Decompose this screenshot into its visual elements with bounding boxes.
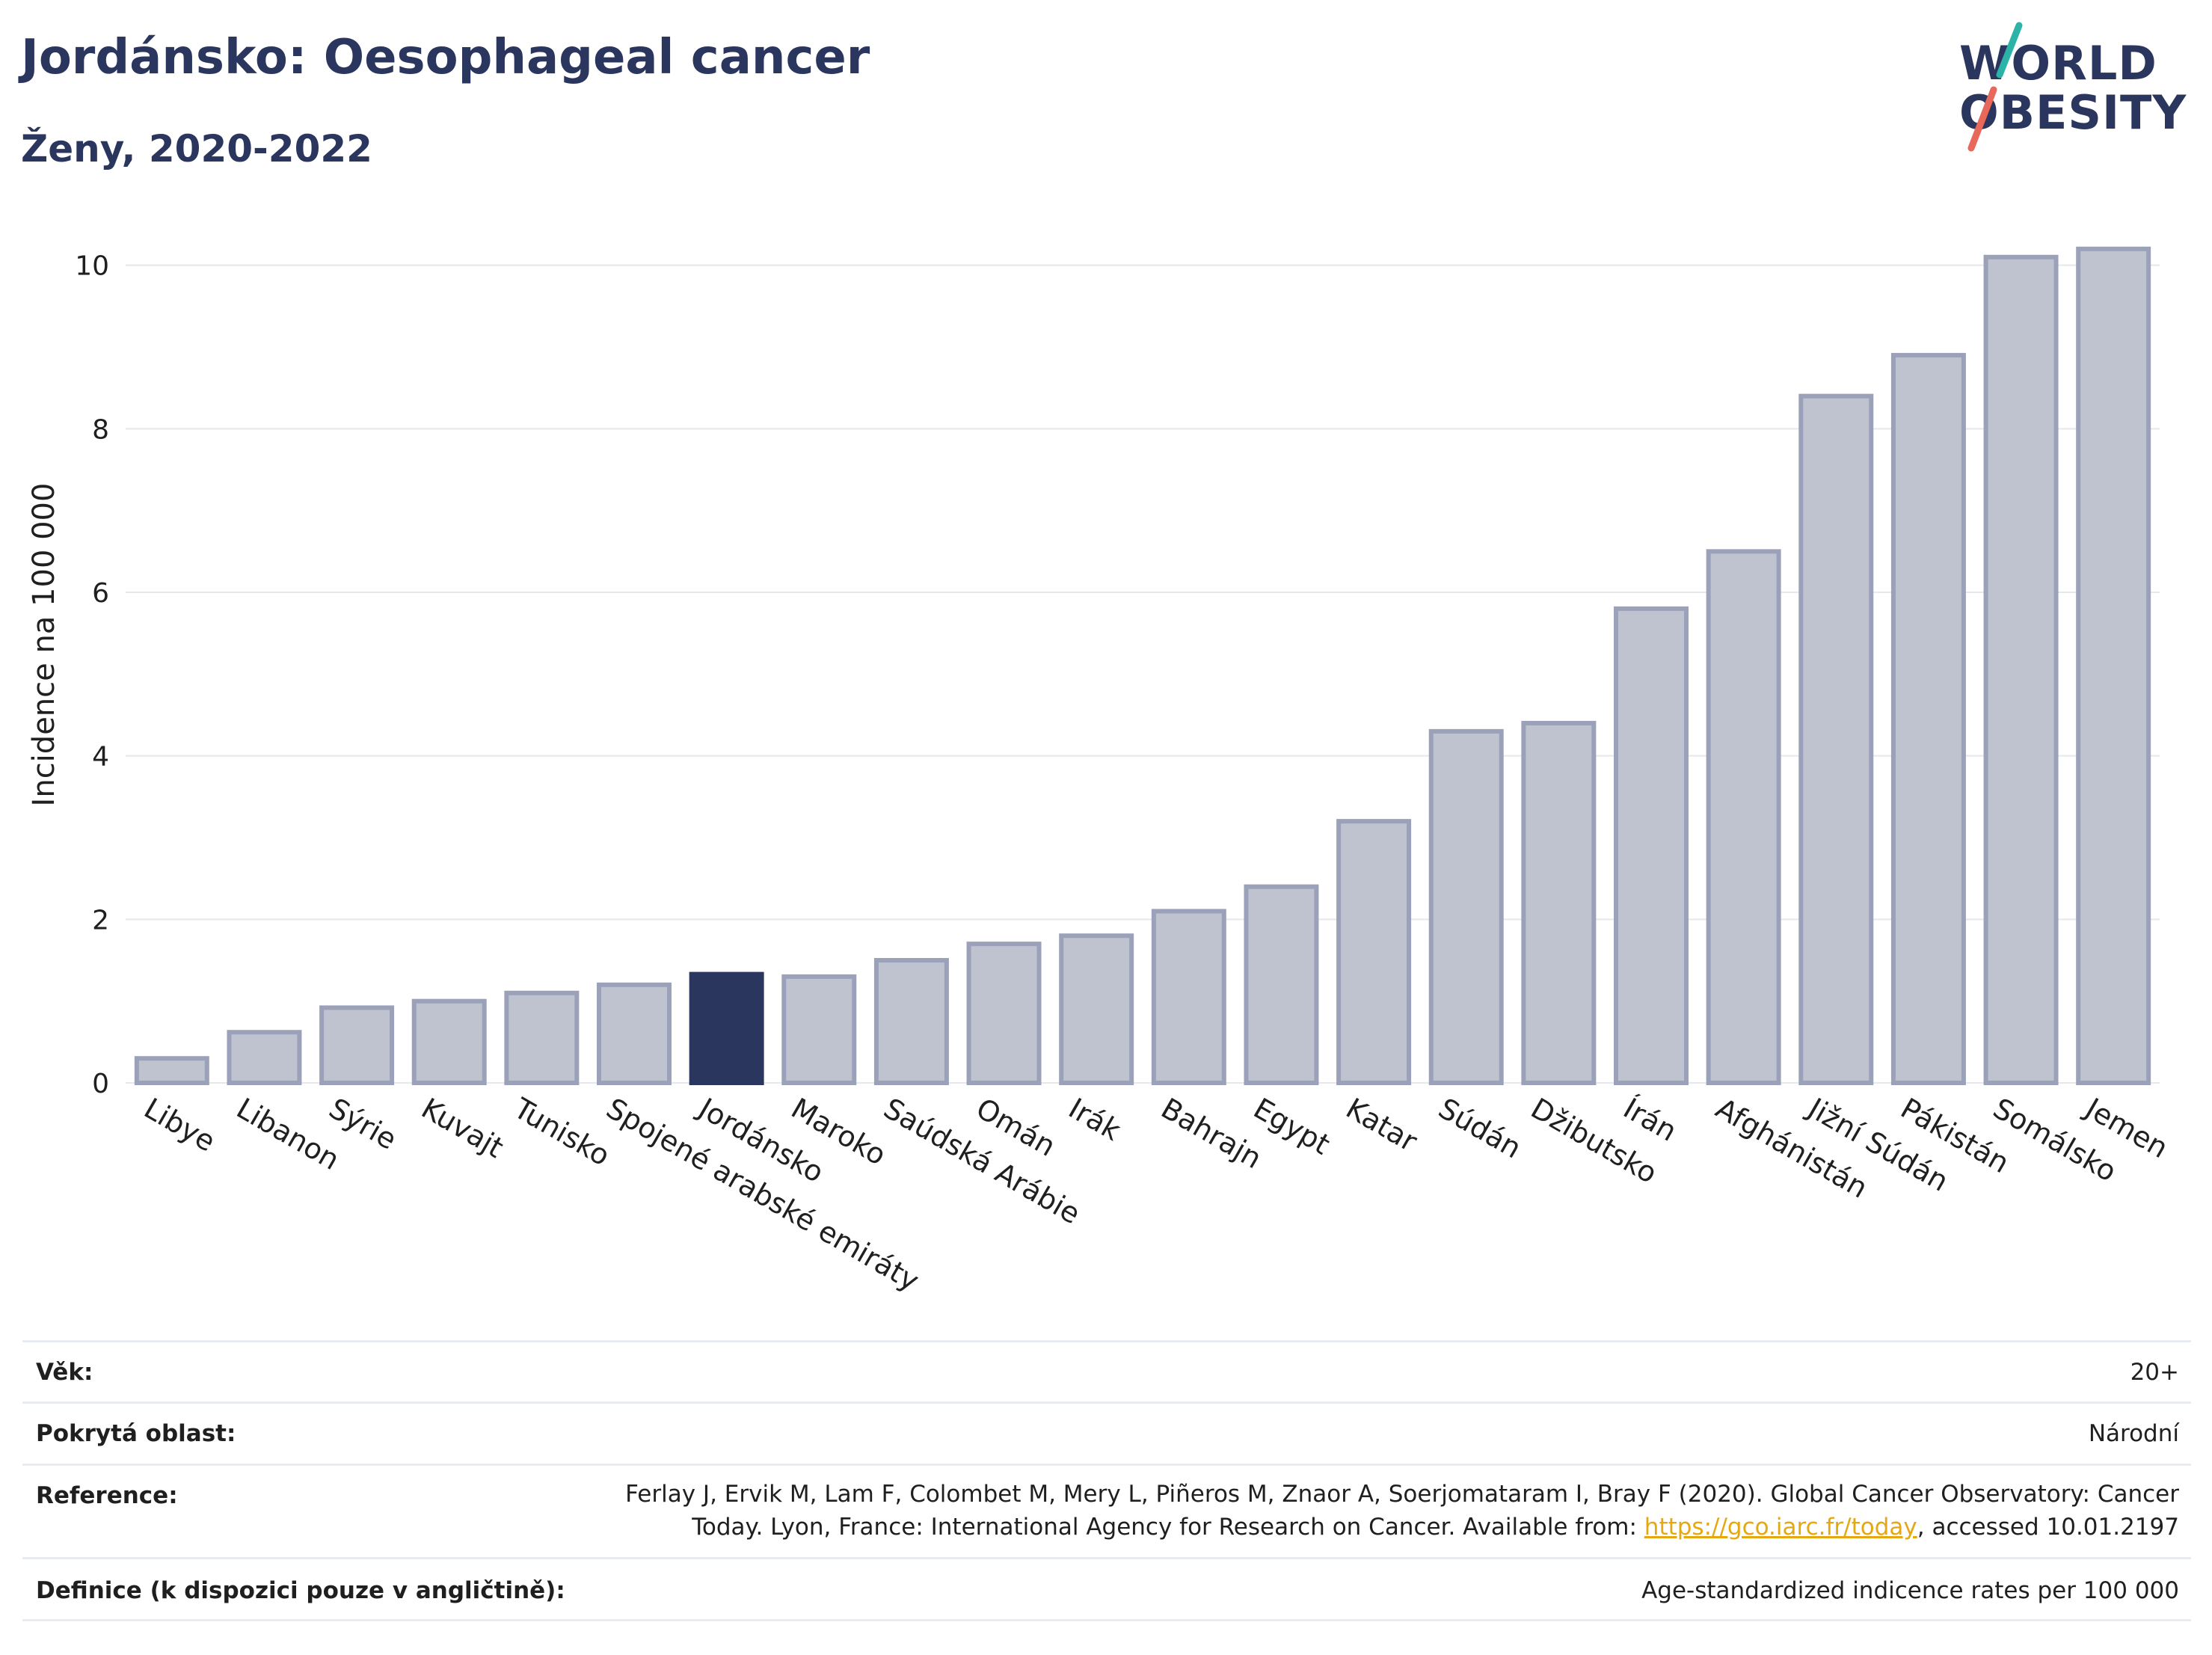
bar-Spojené arabské emiráty (597, 982, 672, 1086)
bar-Jemen (2076, 246, 2151, 1085)
bar-Sýrie (319, 1005, 395, 1085)
bar-Bahrajn (1151, 909, 1226, 1086)
bar-Pákistán (1890, 352, 1966, 1085)
chart-title: Jordánsko: Oesophageal cancer (21, 30, 870, 85)
y-tick-label: 0 (92, 1069, 109, 1099)
info-label-reference: Reference: (36, 1482, 178, 1509)
bar-Maroko (781, 974, 857, 1086)
reference-line-2-post: , accessed 10.01.2197 (1917, 1514, 2179, 1541)
bar-Omán (966, 942, 1042, 1085)
info-label-area: Pokrytá oblast: (36, 1420, 236, 1447)
logo-slash-icon (1967, 22, 2023, 152)
logo-line-2: OBESITY (1959, 85, 2187, 140)
x-tick-label: Irák (1063, 1092, 1126, 1147)
x-tick-label: Tunisko (508, 1091, 615, 1173)
x-tick-label: Bahrajn (1155, 1092, 1267, 1176)
y-tick-label: 8 (92, 414, 109, 445)
y-tick-label: 2 (92, 905, 109, 936)
x-tick-label: Kuvajt (416, 1092, 509, 1164)
x-tick-label: Katar (1341, 1092, 1423, 1158)
bar-Libanon (227, 1030, 302, 1086)
logo-line-1: WORLD (1959, 36, 2157, 90)
info-value-age: 20+ (2130, 1359, 2179, 1386)
bar-Tunisko (504, 990, 580, 1085)
chart-subtitle: Ženy, 2020-2022 (21, 127, 372, 171)
x-tick-label: Libye (138, 1092, 221, 1158)
y-tick-label: 10 (75, 251, 109, 282)
y-tick-label: 6 (92, 578, 109, 609)
y-tick-label: 4 (92, 742, 109, 773)
info-label-definition: Definice (k dispozici pouze v angličtině… (36, 1577, 565, 1604)
bar-Irák (1059, 933, 1134, 1085)
info-row-age: Věk: 20+ (22, 1340, 2191, 1401)
info-value-definition: Age-standardized indicence rates per 100… (1641, 1577, 2179, 1604)
bar-Saúdská Arábie (873, 958, 949, 1085)
info-table: Věk: 20+ Pokrytá oblast: Národní Referen… (22, 1340, 2191, 1621)
bar-Katar (1336, 819, 1412, 1085)
bar-Kuvajt (411, 998, 487, 1085)
bar-Somálsko (1983, 254, 2059, 1086)
bars (134, 246, 2151, 1086)
info-row-definition: Definice (k dispozici pouze v angličtině… (22, 1557, 2191, 1621)
world-obesity-logo: WORLD OBESITY (1944, 21, 2199, 163)
bar-Jižní Súdán (1798, 393, 1874, 1085)
bar-Írán (1614, 606, 1689, 1085)
x-tick-label: Írán (1618, 1092, 1683, 1148)
info-row-reference: Reference: Ferlay J, Ervik M, Lam F, Col… (22, 1464, 2191, 1557)
info-label-age: Věk: (36, 1359, 93, 1386)
y-axis-ticks: 0 2 4 6 8 10 (75, 251, 109, 1099)
reference-line-2-pre: Today. Lyon, France: International Agenc… (692, 1514, 1644, 1541)
bar-Egypt (1244, 884, 1319, 1085)
info-value-area: Národní (2088, 1420, 2179, 1447)
x-tick-label: Libanon (231, 1092, 345, 1176)
bar-Libye (134, 1056, 209, 1085)
y-axis-label: Incidence na 100 000 (27, 483, 61, 807)
bar-Džibutsko (1521, 720, 1597, 1086)
reference-link[interactable]: https://gco.iarc.fr/today (1644, 1514, 1917, 1541)
bar-Jordánsko (689, 971, 764, 1085)
bar-Súdán (1428, 728, 1504, 1085)
info-value-reference: Ferlay J, Ervik M, Lam F, Colombet M, Me… (625, 1478, 2191, 1544)
info-row-area: Pokrytá oblast: Národní (22, 1401, 2191, 1464)
x-tick-label: Súdán (1433, 1092, 1527, 1165)
bar-Afghánistán (1706, 549, 1781, 1085)
reference-line-1: Ferlay J, Ervik M, Lam F, Colombet M, Me… (625, 1481, 2179, 1508)
